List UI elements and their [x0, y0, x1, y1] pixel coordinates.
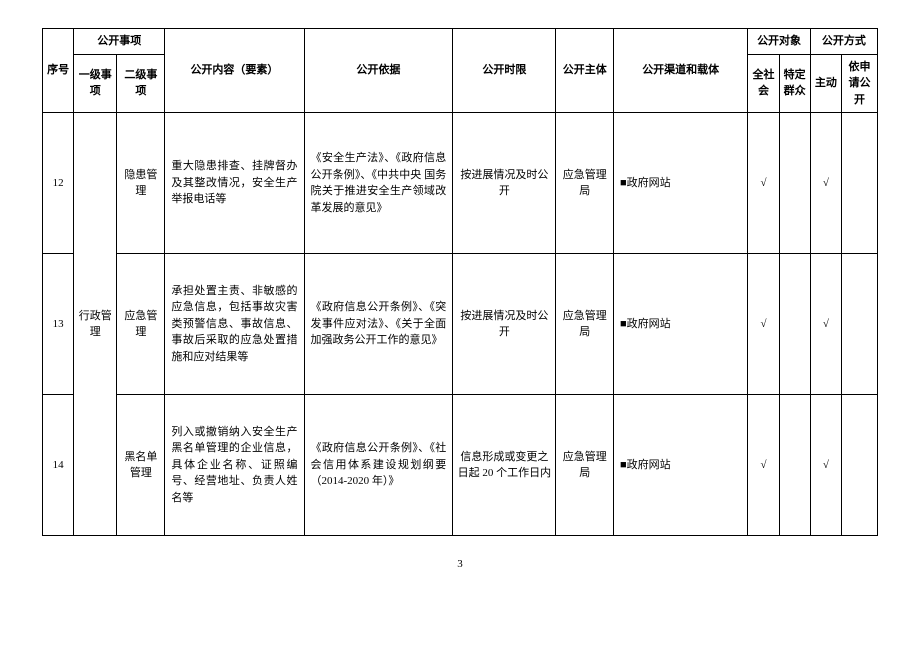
- col-timelimit: 公开时限: [453, 29, 556, 113]
- col-by-request: 依申请公开: [841, 54, 877, 113]
- cell-specific: [779, 254, 810, 395]
- cell-l2: 隐患管理: [117, 113, 165, 254]
- cell-seq: 13: [43, 254, 74, 395]
- cell-timelimit: 按进展情况及时公开: [453, 254, 556, 395]
- col-channel: 公开渠道和载体: [614, 29, 748, 113]
- cell-all-society: √: [748, 254, 779, 395]
- col-l2: 二级事项: [117, 54, 165, 113]
- cell-all-society: √: [748, 113, 779, 254]
- table-body: 12 行政管理 隐患管理 重大隐患排查、挂牌督办及其整改情况，安全生产举报电话等…: [43, 113, 878, 536]
- cell-basis: 《政府信息公开条例》、《社会信用体系建设规划纲要（2014-2020 年）》: [304, 395, 453, 536]
- col-l1: 一级事项: [74, 54, 117, 113]
- col-all-society: 全社会: [748, 54, 779, 113]
- cell-content: 重大隐患排查、挂牌督办及其整改情况，安全生产举报电话等: [165, 113, 304, 254]
- cell-l2: 应急管理: [117, 254, 165, 395]
- cell-l2: 黑名单管理: [117, 395, 165, 536]
- col-target: 公开对象: [748, 29, 810, 55]
- col-subject: 公开主体: [556, 29, 614, 113]
- cell-content: 列入或撤销纳入安全生产黑名单管理的企业信息，具体企业名称、证照编号、经营地址、负…: [165, 395, 304, 536]
- table-header: 序号 公开事项 公开内容（要素） 公开依据 公开时限 公开主体 公开渠道和载体 …: [43, 29, 878, 113]
- cell-seq: 14: [43, 395, 74, 536]
- cell-active: √: [810, 395, 841, 536]
- col-seq: 序号: [43, 29, 74, 113]
- cell-timelimit: 信息形成或变更之日起 20 个工作日内: [453, 395, 556, 536]
- cell-basis: 《安全生产法》、《政府信息公开条例》、《中共中央 国务院关于推进安全生产领域改革…: [304, 113, 453, 254]
- col-specific: 特定群众: [779, 54, 810, 113]
- col-content: 公开内容（要素）: [165, 29, 304, 113]
- cell-channel: ■政府网站: [614, 254, 748, 395]
- page-number: 3: [42, 558, 878, 570]
- cell-all-society: √: [748, 395, 779, 536]
- cell-by-request: [841, 395, 877, 536]
- cell-content: 承担处置主责、非敏感的应急信息，包括事故灾害类预警信息、事故信息、事故后采取的应…: [165, 254, 304, 395]
- cell-active: √: [810, 113, 841, 254]
- col-active: 主动: [810, 54, 841, 113]
- cell-by-request: [841, 254, 877, 395]
- table-row: 13 应急管理 承担处置主责、非敏感的应急信息，包括事故灾害类预警信息、事故信息…: [43, 254, 878, 395]
- cell-subject: 应急管理局: [556, 254, 614, 395]
- cell-active: √: [810, 254, 841, 395]
- cell-timelimit: 按进展情况及时公开: [453, 113, 556, 254]
- col-matter: 公开事项: [74, 29, 165, 55]
- cell-channel: ■政府网站: [614, 113, 748, 254]
- cell-by-request: [841, 113, 877, 254]
- cell-basis: 《政府信息公开条例》、《突发事件应对法》、《关于全面加强政务公开工作的意见》: [304, 254, 453, 395]
- cell-seq: 12: [43, 113, 74, 254]
- col-method: 公开方式: [810, 29, 877, 55]
- cell-subject: 应急管理局: [556, 113, 614, 254]
- col-basis: 公开依据: [304, 29, 453, 113]
- table-row: 12 行政管理 隐患管理 重大隐患排查、挂牌督办及其整改情况，安全生产举报电话等…: [43, 113, 878, 254]
- cell-specific: [779, 395, 810, 536]
- cell-l1: 行政管理: [74, 113, 117, 536]
- disclosure-table: 序号 公开事项 公开内容（要素） 公开依据 公开时限 公开主体 公开渠道和载体 …: [42, 28, 878, 536]
- cell-subject: 应急管理局: [556, 395, 614, 536]
- table-row: 14 黑名单管理 列入或撤销纳入安全生产黑名单管理的企业信息，具体企业名称、证照…: [43, 395, 878, 536]
- cell-specific: [779, 113, 810, 254]
- cell-channel: ■政府网站: [614, 395, 748, 536]
